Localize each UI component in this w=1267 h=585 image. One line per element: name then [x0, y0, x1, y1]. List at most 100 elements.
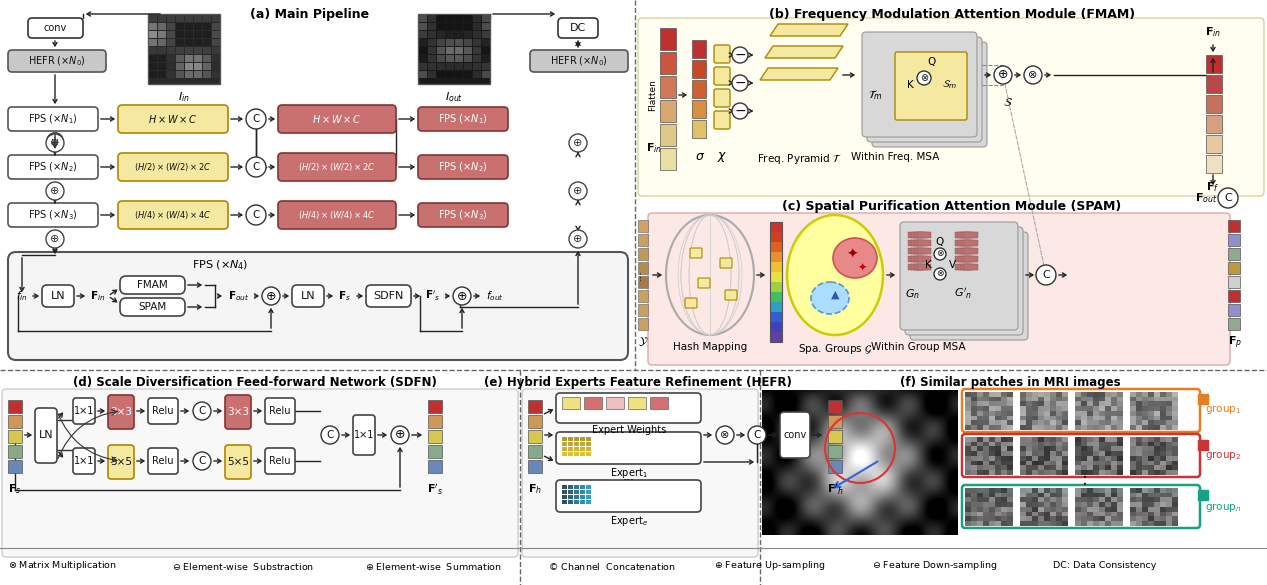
Bar	[158, 71, 166, 78]
Bar	[1228, 220, 1240, 232]
Bar	[203, 15, 212, 22]
Bar	[770, 252, 782, 262]
Bar	[914, 256, 927, 262]
Bar	[960, 248, 976, 254]
Bar	[176, 63, 184, 70]
FancyBboxPatch shape	[8, 50, 106, 72]
FancyBboxPatch shape	[73, 398, 95, 424]
Bar	[639, 220, 647, 232]
FancyBboxPatch shape	[556, 480, 701, 512]
Circle shape	[193, 402, 212, 420]
FancyBboxPatch shape	[3, 389, 518, 557]
Bar	[1206, 75, 1221, 93]
Text: ⊕: ⊕	[51, 234, 60, 244]
Bar	[455, 47, 462, 54]
Bar	[568, 500, 573, 504]
Bar	[455, 31, 462, 38]
Text: $\mathbf{F}_p$: $\mathbf{F}_p$	[1228, 335, 1242, 352]
Bar	[584, 397, 602, 409]
Bar	[1228, 318, 1240, 330]
Bar	[639, 290, 647, 302]
Text: $\oplus$: $\oplus$	[265, 290, 276, 302]
Bar	[955, 264, 969, 270]
Bar	[580, 495, 585, 499]
Bar	[437, 31, 445, 38]
Bar	[185, 63, 193, 70]
Bar	[158, 63, 166, 70]
Text: $\mathbf{F}_{in}$: $\mathbf{F}_{in}$	[90, 289, 105, 303]
Bar	[964, 240, 978, 246]
Text: FPS ($\times N_2$): FPS ($\times N_2$)	[28, 160, 77, 174]
Circle shape	[47, 133, 63, 149]
Bar	[203, 39, 212, 46]
Bar	[580, 485, 585, 489]
FancyBboxPatch shape	[720, 258, 732, 268]
Bar	[203, 23, 212, 30]
Bar	[639, 262, 647, 274]
Bar	[917, 232, 931, 238]
Bar	[917, 264, 931, 270]
Bar	[446, 47, 454, 54]
Text: $I_{out}$: $I_{out}$	[445, 90, 464, 104]
Text: conv: conv	[44, 23, 67, 33]
Bar	[428, 415, 442, 428]
Bar	[587, 452, 590, 456]
Bar	[212, 63, 220, 70]
FancyBboxPatch shape	[8, 155, 98, 179]
FancyBboxPatch shape	[685, 298, 697, 308]
Bar	[464, 63, 473, 70]
Bar	[158, 55, 166, 62]
Text: $\oplus$ Feature Up-sampling: $\oplus$ Feature Up-sampling	[715, 559, 826, 573]
Text: (f) Similar patches in MRI images: (f) Similar patches in MRI images	[900, 376, 1120, 389]
Bar	[446, 15, 454, 22]
Text: $\oplus$ Element-wise  Summation: $\oplus$ Element-wise Summation	[365, 560, 502, 572]
Circle shape	[47, 133, 63, 149]
Text: (d) Scale Diversification Feed-forward Network (SDFN): (d) Scale Diversification Feed-forward N…	[73, 376, 437, 389]
Text: FPS ($\times N_3$): FPS ($\times N_3$)	[28, 208, 77, 222]
Bar	[176, 71, 184, 78]
Bar	[194, 39, 201, 46]
Bar	[158, 39, 166, 46]
Bar	[770, 222, 782, 342]
Bar	[185, 23, 193, 30]
Bar	[692, 80, 706, 98]
Text: FPS ($\times N_1$): FPS ($\times N_1$)	[438, 112, 488, 126]
FancyBboxPatch shape	[120, 276, 185, 294]
Bar	[1199, 440, 1207, 450]
Bar	[150, 39, 157, 46]
Text: $\mathcal{T}_m$: $\mathcal{T}_m$	[868, 88, 882, 102]
Bar	[1228, 276, 1240, 288]
Bar	[914, 264, 927, 270]
Bar	[580, 447, 585, 451]
Bar	[639, 304, 647, 316]
Bar	[473, 31, 481, 38]
Bar	[419, 39, 427, 46]
Bar	[639, 318, 647, 330]
Text: $\mathbf{F}_{in}$: $\mathbf{F}_{in}$	[1205, 25, 1221, 39]
Bar	[150, 71, 157, 78]
Circle shape	[46, 230, 65, 248]
Bar	[958, 264, 972, 270]
FancyBboxPatch shape	[725, 290, 737, 300]
Text: $\mathbf{F}_f$: $\mathbf{F}_f$	[1206, 180, 1220, 194]
FancyBboxPatch shape	[277, 201, 397, 229]
Bar	[428, 63, 436, 70]
Bar	[481, 71, 490, 78]
FancyBboxPatch shape	[556, 432, 701, 464]
FancyBboxPatch shape	[73, 448, 95, 474]
FancyBboxPatch shape	[108, 395, 134, 429]
Bar	[176, 39, 184, 46]
Bar	[829, 445, 843, 458]
Text: $\mathbf{F}'_h$: $\mathbf{F}'_h$	[826, 482, 844, 497]
FancyBboxPatch shape	[698, 278, 710, 288]
Bar	[770, 242, 782, 252]
Bar	[428, 430, 442, 443]
Bar	[563, 447, 568, 451]
Bar	[580, 490, 585, 494]
Bar	[167, 63, 175, 70]
Bar	[212, 23, 220, 30]
Bar	[437, 63, 445, 70]
Bar	[574, 490, 579, 494]
Bar	[8, 415, 22, 428]
Circle shape	[732, 103, 748, 119]
